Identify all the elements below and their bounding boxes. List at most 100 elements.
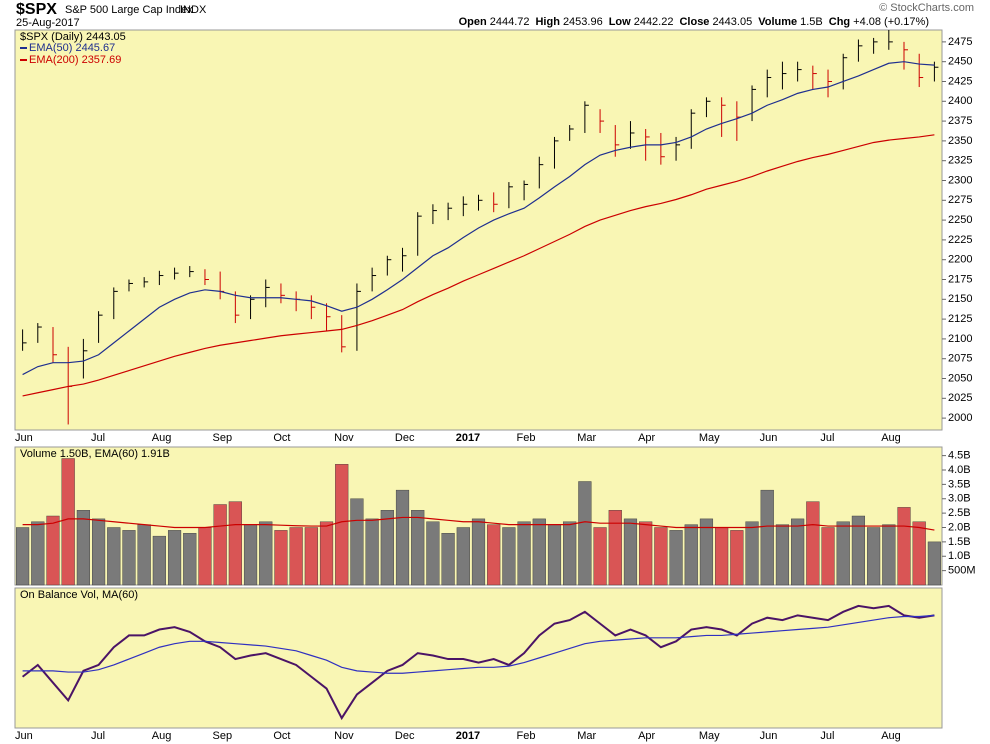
volume-bar [578, 481, 592, 586]
volume-bar [547, 524, 562, 586]
volume-bar [91, 518, 106, 586]
y-tick-label: 2350 [948, 135, 972, 147]
volume-bar [745, 521, 759, 586]
volume-bar [167, 530, 182, 586]
volume-bar [198, 527, 212, 586]
volume-bar [593, 527, 607, 586]
line [22, 614, 935, 674]
volume-bar [335, 464, 349, 586]
volume-bar [350, 498, 364, 586]
y-tick-label: 2125 [948, 313, 972, 325]
y-tick-label: 2275 [948, 194, 972, 206]
volume-bar [31, 521, 45, 586]
y-tick-label: 4.0B [948, 464, 971, 476]
x-tick-label: Oct [273, 432, 290, 444]
volume-bar [669, 530, 683, 586]
volume-bar [365, 518, 379, 586]
volume-bar [699, 518, 714, 586]
volume-bar [927, 541, 941, 586]
volume-bar [882, 524, 896, 586]
volume-bar [152, 535, 166, 586]
y-tick-label: 1.5B [948, 536, 971, 548]
quote-value: 1.5B [800, 16, 823, 28]
x-tick-label: 2017 [456, 730, 480, 742]
x-tick-label: Jun [15, 730, 33, 742]
x-tick-label: Jul [820, 730, 834, 742]
x-tick-label: May [699, 432, 720, 444]
volume-bar [61, 458, 75, 586]
date: 25-Aug-2017 [16, 17, 80, 29]
quote-label: High [535, 16, 560, 28]
y-tick-label: 500M [948, 565, 976, 577]
x-tick-label: Feb [516, 730, 535, 742]
legend: EMA(50) 2445.67 [29, 42, 115, 54]
x-tick-label: Aug [881, 432, 901, 444]
x-tick-label: Jun [760, 730, 778, 742]
volume-bar [122, 530, 136, 586]
header: $SPX S&P 500 Large Cap Index INDX 25-Aug… [0, 0, 990, 30]
quote-label: Volume [758, 16, 798, 28]
volume-bar [851, 515, 866, 586]
x-tick-label: Jun [760, 432, 778, 444]
x-tick-label: Nov [334, 432, 354, 444]
volume-bar [243, 524, 258, 586]
volume-bar [532, 518, 546, 586]
quote-label: Open [458, 16, 487, 28]
volume-bar [183, 533, 197, 586]
volume-bar [16, 527, 30, 586]
x-tick-label: Sep [213, 730, 233, 742]
y-tick-label: 2000 [948, 412, 972, 424]
x-tick-label: Aug [881, 730, 901, 742]
volume-bar [730, 530, 744, 586]
volume-bar [441, 533, 455, 586]
volume-bar [791, 518, 805, 586]
volume-bar [608, 510, 622, 586]
volume-bar [289, 527, 303, 586]
y-tick-label: 2.5B [948, 507, 971, 519]
volume-bar [821, 527, 835, 586]
panel [14, 29, 943, 431]
y-tick-label: 2450 [948, 56, 972, 68]
x-tick-label: Jul [91, 432, 105, 444]
x-tick-label: Oct [273, 730, 290, 742]
volume-bar [304, 527, 318, 586]
quote-value: 2453.96 [562, 16, 603, 28]
volume-bar [867, 527, 881, 586]
quote-label: Low [608, 16, 631, 28]
x-tick-label: Dec [395, 432, 415, 444]
y-tick-label: 2225 [948, 234, 972, 246]
panel-title: Volume 1.50B, EMA(60) 1.91B [20, 448, 170, 460]
x-tick-label: Aug [152, 432, 172, 444]
line [22, 61, 935, 376]
quote-label: Chg [828, 16, 851, 28]
y-tick-label: 2075 [948, 353, 972, 365]
volume-bar [517, 521, 531, 586]
quote: Open 2444.72 High 2453.96 Low 2442.22 Close 244… [459, 16, 935, 28]
x-tick-label: Feb [516, 432, 535, 444]
y-tick-label: 2175 [948, 273, 972, 285]
x-tick-label: Jul [91, 730, 105, 742]
legend: EMA(200) 2357.69 [29, 54, 121, 66]
y-tick-label: 2400 [948, 95, 972, 107]
quote-value: 2444.72 [489, 16, 530, 28]
x-tick-label: 2017 [456, 432, 480, 444]
x-tick-label: Sep [213, 432, 233, 444]
volume-bar [487, 524, 501, 586]
x-tick-label: Jul [820, 432, 834, 444]
volume-bar [836, 521, 850, 586]
volume-bar [274, 530, 288, 586]
y-tick-label: 4.5B [948, 450, 971, 462]
line [22, 516, 935, 531]
y-tick-label: 3.0B [948, 493, 971, 505]
y-tick-label: 2425 [948, 75, 972, 87]
y-tick-label: 3.5B [948, 478, 971, 490]
volume-bar [639, 521, 653, 586]
y-tick-label: 2.0B [948, 521, 971, 533]
panel [14, 587, 943, 729]
volume-bar [715, 527, 729, 586]
volume-bar [380, 510, 394, 586]
volume-bar [137, 524, 151, 586]
volume-bar [107, 527, 121, 586]
quote-label: Close [679, 16, 710, 28]
